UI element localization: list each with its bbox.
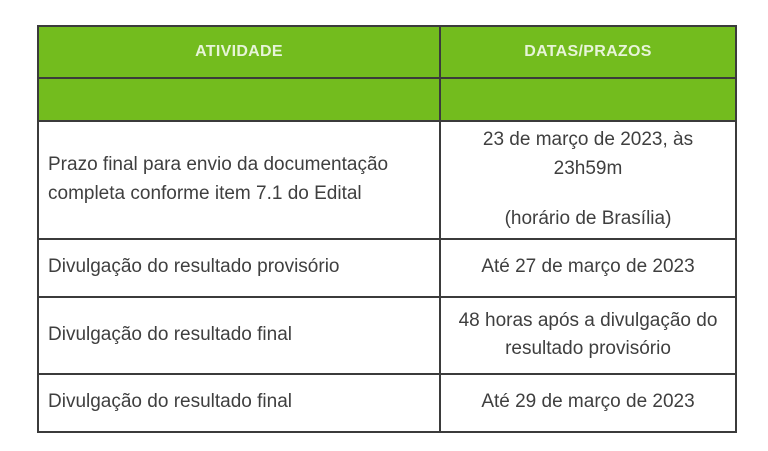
column-header-datas-prazos: DATAS/PRAZOS xyxy=(439,25,737,79)
atividade-cell: Divulgação do resultado final xyxy=(37,372,441,433)
prazo-cell: Até 29 de março de 2023 xyxy=(439,372,737,433)
atividade-cell: Divulgação do resultado provisório xyxy=(37,237,441,298)
green-spacer-row xyxy=(37,77,737,122)
spacer-cell-atividade xyxy=(37,77,441,122)
table-row: Divulgação do resultado final 48 horas a… xyxy=(37,295,737,375)
atividade-cell: Divulgação do resultado final xyxy=(37,295,441,375)
prazo-cell: 48 horas após a divulgação do resultado … xyxy=(439,295,737,375)
spacer-cell-prazos xyxy=(439,77,737,122)
table-row: Divulgação do resultado provisório Até 2… xyxy=(37,237,737,298)
table-header-row: ATIVIDADE DATAS/PRAZOS xyxy=(37,25,737,79)
prazo-cell: Até 27 de março de 2023 xyxy=(439,237,737,298)
table-row: Prazo final para envio da documentação c… xyxy=(37,120,737,240)
prazo-date-line: 23 de março de 2023, às 23h59m xyxy=(482,129,694,179)
schedule-table: ATIVIDADE DATAS/PRAZOS Prazo final para … xyxy=(37,25,737,433)
table-row: Divulgação do resultado final Até 29 de … xyxy=(37,372,737,433)
prazo-cell: 23 de março de 2023, às 23h59m (horário … xyxy=(439,120,737,240)
column-header-atividade: ATIVIDADE xyxy=(37,25,441,79)
prazo-timezone-line: (horário de Brasília) xyxy=(504,208,672,229)
atividade-cell: Prazo final para envio da documentação c… xyxy=(37,120,441,240)
